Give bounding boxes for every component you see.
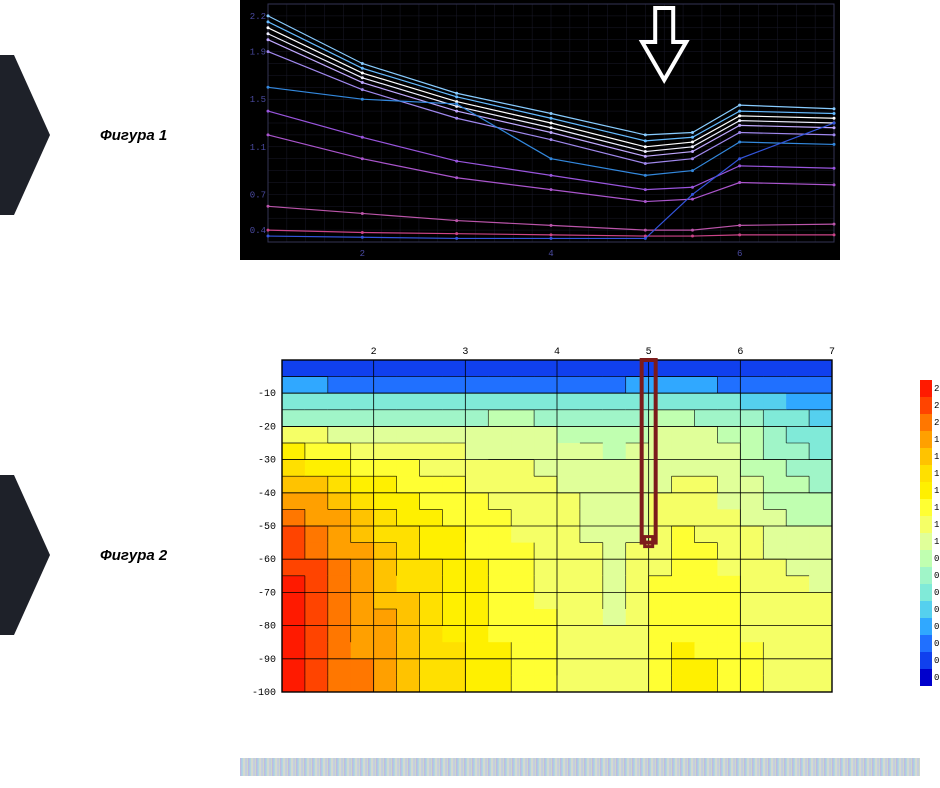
legend-row: 1.74 (920, 448, 940, 465)
svg-text:2: 2 (371, 347, 377, 358)
figure1-label-block: Фигура 1 (0, 55, 230, 215)
legend-value: 1.07 (934, 537, 940, 547)
figure2-legend: 2.28 2.15 2.01 1.88 1.74 1.61 1.48 1.34 1.21 1.07… (920, 380, 940, 686)
svg-text:1.5: 1.5 (250, 95, 266, 105)
legend-swatch (920, 482, 932, 499)
figure2-label-block: Фигура 2 (0, 475, 230, 635)
figure2-wrap: 234567-10-20-30-40-50-60-70-80-90-100 2.… (240, 340, 920, 710)
svg-text:-50: -50 (258, 522, 276, 533)
svg-text:0.4: 0.4 (250, 226, 266, 236)
svg-text:1.9: 1.9 (250, 48, 266, 58)
legend-swatch (920, 652, 932, 669)
svg-text:4: 4 (554, 347, 560, 358)
svg-text:-20: -20 (258, 422, 276, 433)
svg-text:-10: -10 (258, 389, 276, 400)
svg-text:2.2: 2.2 (250, 12, 266, 22)
svg-text:3: 3 (462, 347, 468, 358)
figure2-heatmap: 2 3 4 5 6 7 -10 -20 -30 -40 -50 -60 -70 -80 -90 -100 (240, 340, 840, 700)
legend-row: 1.07 (920, 533, 940, 550)
legend-swatch (920, 380, 932, 397)
legend-row: 0.27 (920, 635, 940, 652)
legend-row: 0.67 (920, 584, 940, 601)
legend-value: 0.40 (934, 622, 940, 632)
pentagon-marker (0, 475, 50, 635)
svg-text:7: 7 (829, 347, 835, 358)
legend-swatch (920, 465, 932, 482)
legend-swatch (920, 635, 932, 652)
legend-row: 0.81 (920, 567, 940, 584)
legend-swatch (920, 584, 932, 601)
figure2-label: Фигура 2 (100, 547, 167, 564)
legend-row: 1.34 (920, 499, 940, 516)
legend-swatch (920, 448, 932, 465)
svg-text:-70: -70 (258, 588, 276, 599)
legend-value: 0.81 (934, 571, 940, 581)
legend-value: 0.00 (934, 673, 940, 683)
legend-swatch (920, 601, 932, 618)
legend-swatch (920, 618, 932, 635)
legend-value: 2.28 (934, 384, 940, 394)
legend-value: 0.54 (934, 605, 940, 615)
legend-value: 2.01 (934, 418, 940, 428)
legend-swatch (920, 397, 932, 414)
svg-text:1.1: 1.1 (250, 143, 266, 153)
legend-row: 0.94 (920, 550, 940, 567)
legend-row: 1.61 (920, 465, 940, 482)
legend-row: 2.28 (920, 380, 940, 397)
legend-swatch (920, 533, 932, 550)
legend-value: 1.21 (934, 520, 940, 530)
legend-swatch (920, 431, 932, 448)
legend-value: 0.94 (934, 554, 940, 564)
noise-strip (240, 758, 920, 776)
legend-row: 2.15 (920, 397, 940, 414)
legend-value: 0.13 (934, 656, 940, 666)
legend-value: 1.48 (934, 486, 940, 496)
legend-row: 0.54 (920, 601, 940, 618)
legend-value: 1.74 (934, 452, 940, 462)
legend-row: 0.13 (920, 652, 940, 669)
svg-text:6: 6 (737, 249, 742, 259)
svg-text:-30: -30 (258, 456, 276, 467)
legend-value: 0.67 (934, 588, 940, 598)
legend-row: 1.21 (920, 516, 940, 533)
legend-row: 1.48 (920, 482, 940, 499)
svg-text:-100: -100 (252, 688, 276, 699)
svg-text:6: 6 (737, 347, 743, 358)
svg-text:-80: -80 (258, 622, 276, 633)
legend-swatch (920, 669, 932, 686)
legend-value: 1.61 (934, 469, 940, 479)
svg-text:0.7: 0.7 (250, 190, 266, 200)
svg-text:-40: -40 (258, 489, 276, 500)
figure1-line-chart: 2 4 6 0.4 0.7 1.1 1.5 1.9 2.2 (240, 0, 840, 260)
svg-text:-60: -60 (258, 555, 276, 566)
legend-swatch (920, 567, 932, 584)
figure1-label: Фигура 1 (100, 127, 167, 144)
legend-swatch (920, 499, 932, 516)
legend-value: 1.34 (934, 503, 940, 513)
legend-row: 2.01 (920, 414, 940, 431)
legend-row: 1.88 (920, 431, 940, 448)
legend-value: 1.88 (934, 435, 940, 445)
pentagon-marker (0, 55, 50, 215)
legend-swatch (920, 550, 932, 567)
svg-text:5: 5 (646, 347, 652, 358)
legend-value: 0.27 (934, 639, 940, 649)
legend-row: 0.00 (920, 669, 940, 686)
legend-swatch (920, 414, 932, 431)
legend-row: 0.40 (920, 618, 940, 635)
svg-text:2: 2 (360, 249, 365, 259)
svg-text:4: 4 (548, 249, 553, 259)
legend-value: 2.15 (934, 401, 940, 411)
legend-swatch (920, 516, 932, 533)
svg-text:-90: -90 (258, 655, 276, 666)
